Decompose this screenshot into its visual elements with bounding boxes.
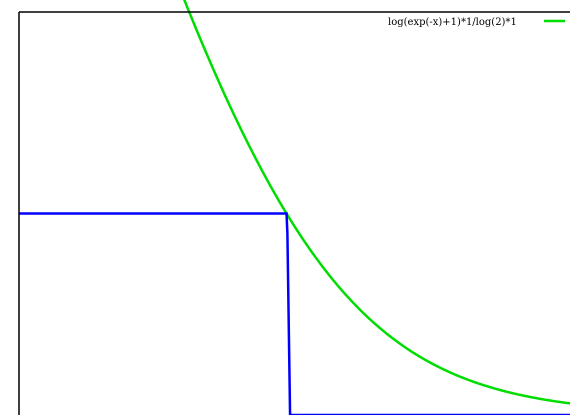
legend-label: log(exp(-x)+1)*1/log(2)*1 [388,17,517,28]
series-line-blue [19,212,570,415]
series-line-green [183,0,570,405]
legend: log(exp(-x)+1)*1/log(2)*1 [388,17,565,28]
series-layer [19,0,570,415]
